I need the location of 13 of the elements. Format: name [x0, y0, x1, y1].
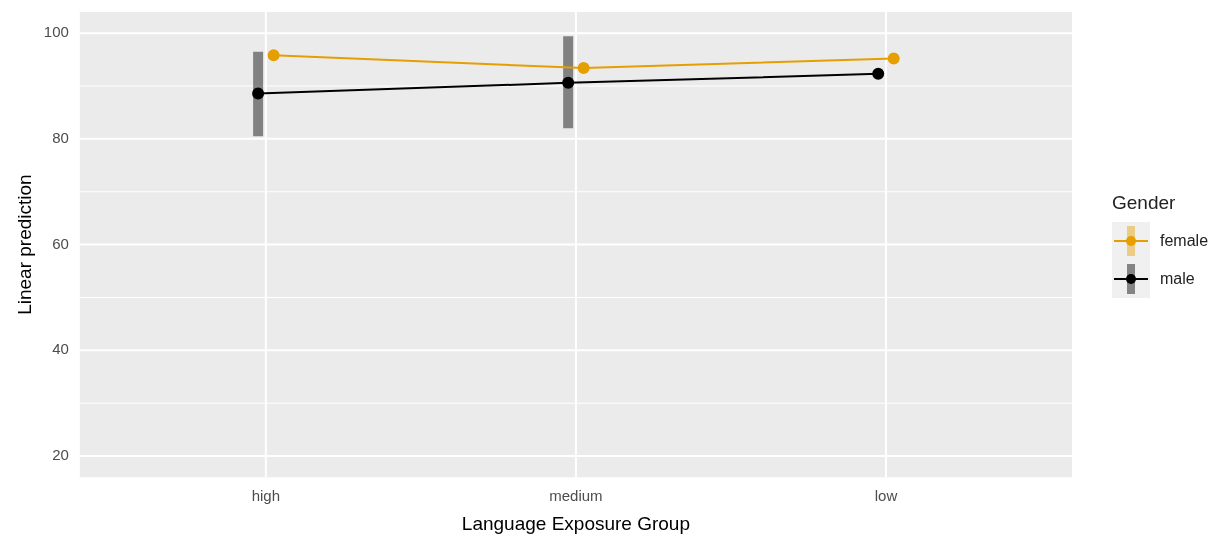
y-axis-title: Linear prediction — [13, 174, 35, 315]
y-tick-label: 40 — [52, 340, 69, 358]
y-tick-label: 20 — [52, 446, 69, 464]
y-tick-label: 100 — [43, 23, 69, 41]
legend-title: Gender — [1112, 192, 1177, 214]
x-tick-label: low — [874, 487, 898, 505]
legend-label: female — [1160, 232, 1209, 250]
y-tick-label: 60 — [52, 234, 69, 252]
y-tick-label: 80 — [52, 129, 69, 147]
legend-label: male — [1160, 270, 1195, 288]
x-axis-title: Language Exposure Group — [461, 512, 690, 534]
x-tick-label: medium — [549, 487, 603, 505]
x-tick-label: high — [251, 487, 281, 505]
